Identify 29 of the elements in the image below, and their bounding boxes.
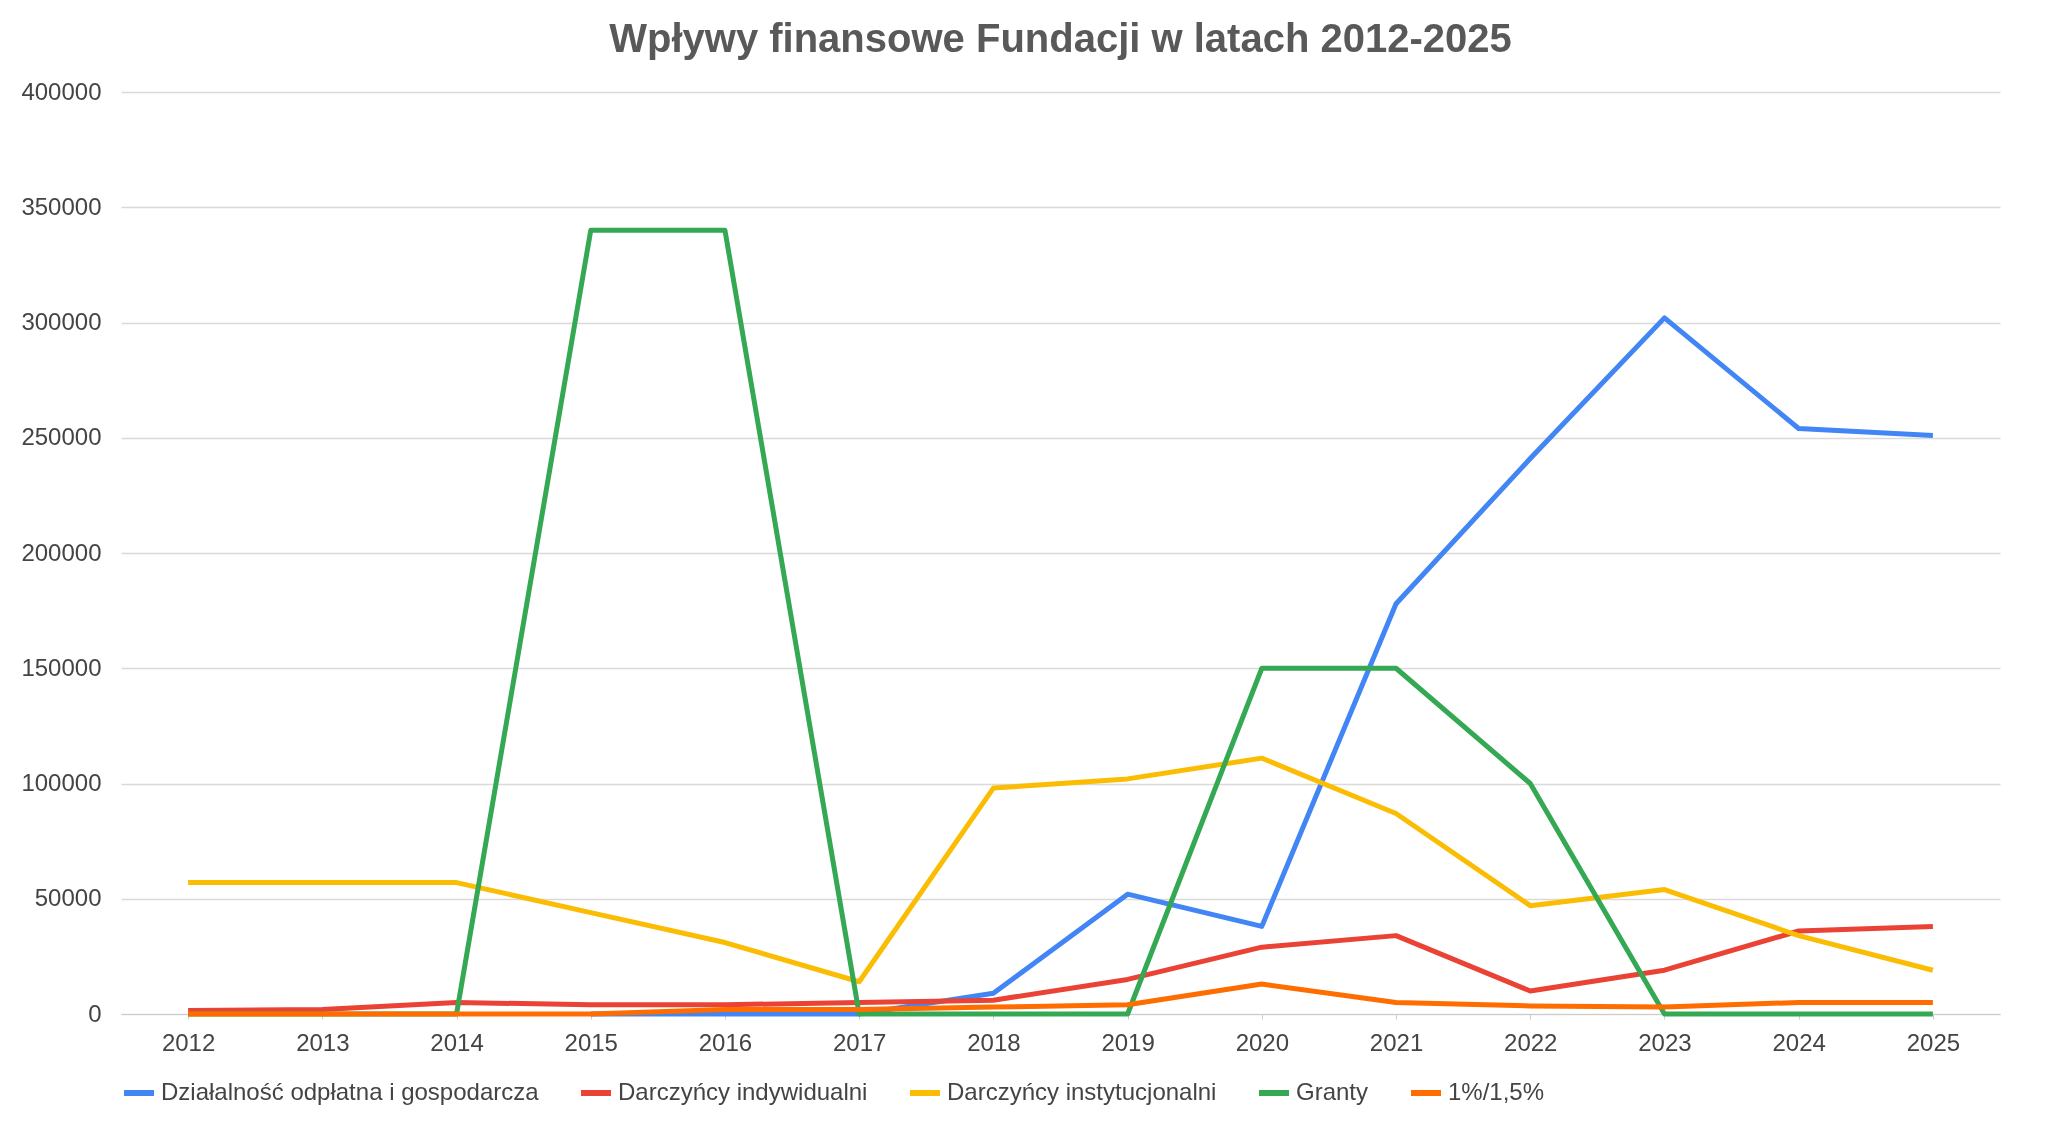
legend-label: Darczyńcy instytucjonalni: [947, 1078, 1217, 1105]
y-tick-label: 350000: [21, 192, 102, 220]
y-tick-label: 300000: [21, 308, 102, 335]
x-tick-label: 2020: [1235, 1028, 1290, 1056]
y-tick-label: 200000: [21, 538, 102, 566]
legend-label: Granty: [1296, 1078, 1369, 1105]
x-tick-label: 2021: [1369, 1028, 1424, 1056]
x-tick-label: 2016: [698, 1028, 753, 1056]
y-tick-label: 150000: [21, 653, 102, 681]
legend-label: Darczyńcy indywidualni: [618, 1078, 868, 1105]
x-tick-label: 2023: [1638, 1028, 1692, 1056]
x-tick-label: 2014: [430, 1028, 484, 1056]
chart-title: Wpływy finansowe Fundacji w latach 2012-2025: [609, 16, 1512, 60]
y-tick-label: 0: [88, 999, 102, 1027]
legend-label: Działalność odpłatna i gospodarcza: [161, 1078, 540, 1105]
x-tick-label: 2015: [564, 1028, 618, 1056]
y-tick-label: 50000: [34, 884, 102, 912]
y-tick-label: 400000: [21, 77, 102, 105]
x-tick-label: 2012: [161, 1028, 216, 1056]
legend-label: 1%/1,5%: [1448, 1078, 1545, 1105]
x-tick-label: 2019: [1101, 1028, 1155, 1056]
x-tick-label: 2018: [967, 1028, 1021, 1056]
x-tick-label: 2017: [832, 1028, 887, 1056]
x-tick-label: 2025: [1906, 1028, 1961, 1056]
x-tick-label: 2022: [1504, 1028, 1558, 1056]
x-tick-label: 2024: [1772, 1028, 1826, 1056]
y-tick-label: 100000: [21, 769, 102, 796]
y-tick-label: 250000: [21, 423, 102, 451]
x-tick-label: 2013: [296, 1028, 350, 1056]
